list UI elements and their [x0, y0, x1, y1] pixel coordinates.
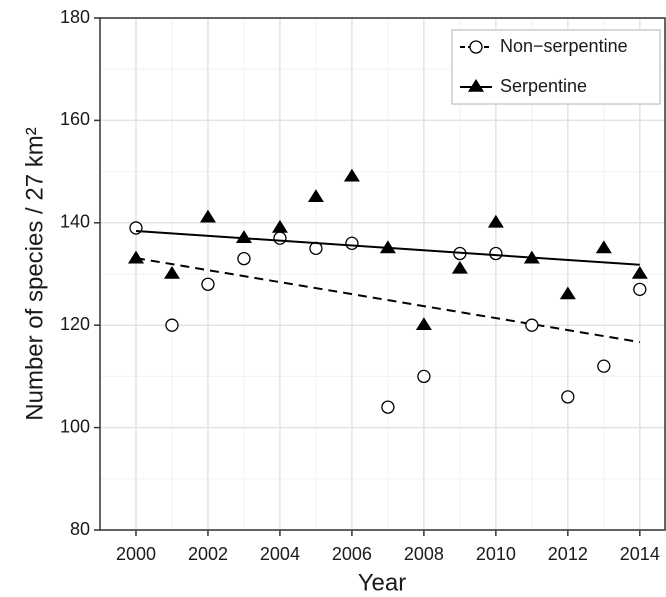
trend-line	[135, 257, 640, 344]
triangle-point	[235, 230, 252, 243]
x-axis-title: Year	[358, 569, 407, 596]
legend-label: Non−serpentine	[500, 36, 628, 56]
circle-point	[489, 246, 503, 261]
legend-label: Serpentine	[500, 76, 587, 96]
y-tick-label: 160	[60, 109, 90, 129]
plot-border	[99, 17, 666, 531]
y-tick-label: 80	[70, 519, 90, 539]
x-tick-label: 2006	[332, 544, 372, 564]
circle-point	[469, 40, 483, 54]
legend: Non−serpentine Serpentine	[451, 29, 661, 105]
circle-point	[525, 318, 539, 332]
triangle-point	[307, 189, 324, 202]
y-axis-title: Number of species / 27 km²	[21, 127, 48, 420]
triangle-point	[559, 286, 576, 300]
triangle-point	[468, 79, 484, 92]
circle-point	[597, 359, 611, 373]
circle-point	[165, 318, 179, 332]
x-tick-label: 2010	[476, 544, 516, 564]
y-tick-label: 140	[60, 212, 90, 232]
circle-point	[201, 277, 215, 291]
y-tick-label: 180	[60, 7, 90, 27]
circle-point	[633, 282, 647, 297]
circle-point	[345, 236, 359, 250]
circle-point	[561, 390, 575, 404]
triangle-point	[523, 250, 540, 264]
triangle-point	[451, 260, 468, 274]
triangle-point	[343, 168, 360, 182]
circle-point	[237, 251, 251, 266]
circle-point	[417, 369, 431, 384]
triangle-point	[127, 250, 144, 264]
x-tick-label: 2000	[116, 544, 156, 564]
triangle-point	[595, 240, 612, 254]
circle-point	[381, 400, 395, 414]
x-tick-label: 2008	[404, 544, 444, 564]
circle-point	[273, 231, 287, 245]
x-tick-label: 2012	[548, 544, 588, 564]
x-tick-label: 2002	[188, 544, 228, 564]
triangle-point	[415, 317, 432, 330]
x-tick-label: 2004	[260, 544, 300, 564]
triangle-point	[163, 266, 180, 279]
triangle-point	[199, 209, 216, 223]
triangle-point	[271, 219, 288, 233]
triangle-point	[379, 240, 396, 254]
legend-box	[451, 29, 661, 105]
y-tick-label: 120	[60, 314, 90, 334]
x-tick-label: 2014	[620, 544, 660, 564]
triangle-point	[487, 214, 504, 228]
y-tick-label: 100	[60, 416, 90, 436]
triangle-point	[631, 266, 648, 279]
